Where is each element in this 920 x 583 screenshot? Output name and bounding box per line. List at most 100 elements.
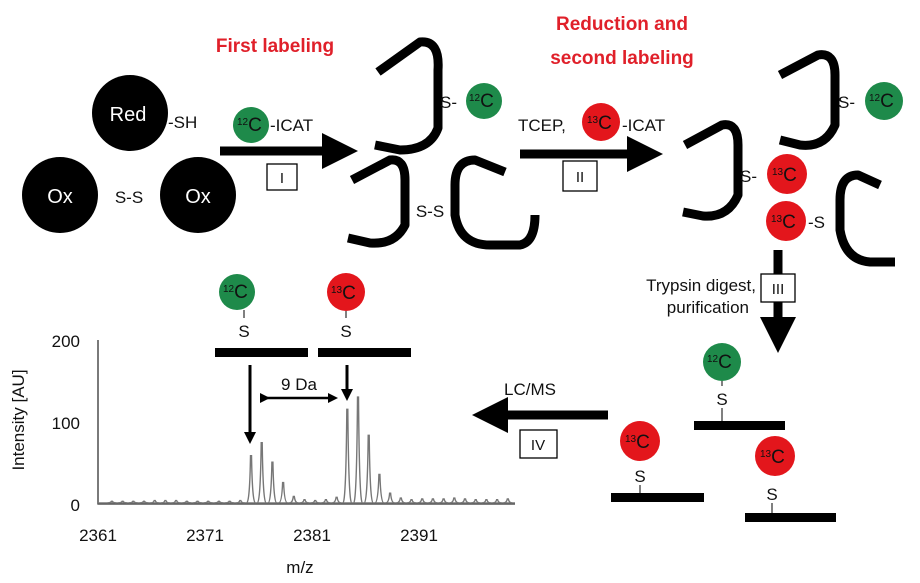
spectrum-peak	[278, 481, 288, 504]
spectrum-peak	[374, 473, 385, 504]
spectrum-peak	[503, 498, 513, 504]
svg-text:S: S	[340, 322, 351, 341]
svg-text:13C: 13C	[587, 113, 612, 134]
svg-text:S-: S-	[740, 167, 757, 186]
isotope-element: C	[248, 115, 262, 136]
disulfide-label: S-S	[115, 188, 143, 207]
spectrum-peak	[396, 497, 406, 504]
lcms-label: LC/MS	[504, 380, 556, 399]
spectrum-peak	[471, 499, 481, 504]
x-tick-label: 2391	[400, 526, 438, 545]
svg-text:-ICAT: -ICAT	[622, 116, 665, 135]
spectrum-peak	[160, 499, 170, 504]
step3-box	[760, 273, 796, 303]
svg-text:S-: S-	[838, 93, 855, 112]
reduced-protein: Red -SH	[92, 75, 197, 151]
svg-text:-S: -S	[808, 213, 825, 232]
spectrum-peak	[342, 408, 353, 504]
svg-text:13C: 13C	[772, 165, 797, 186]
x-tick-label: 2381	[293, 526, 331, 545]
y-tick-label: 100	[52, 414, 80, 433]
tcep-label: TCEP,	[518, 116, 566, 135]
spectrum-peak	[363, 434, 374, 504]
x-tick-label: 2371	[186, 526, 224, 545]
spectrum-peak	[128, 500, 138, 504]
spectrum-peak	[150, 499, 160, 504]
first-labeling-title: First labeling	[216, 36, 334, 57]
x-axis-label: m/z	[286, 558, 313, 577]
spectrum-peak	[193, 500, 202, 504]
spectrum-peak	[460, 498, 470, 504]
trypsin-label-line2: purification	[667, 298, 749, 317]
svg-text:13C: 13C	[760, 447, 785, 468]
disulfide-protein-pair: S-S	[347, 155, 540, 250]
spectrum-peak	[321, 499, 331, 504]
svg-text:13C: 13C	[771, 212, 796, 233]
svg-text:S: S	[716, 390, 727, 409]
spectrum-peak	[481, 499, 491, 504]
ox-label-right: Ox	[185, 186, 211, 208]
svg-text:13C: 13C	[625, 432, 650, 453]
spectrum-light-peptide: 12C S	[215, 274, 308, 357]
heavy-peptide-right: 13C S	[745, 436, 836, 522]
svg-text:13C: 13C	[331, 283, 356, 304]
spectrum-peak	[107, 500, 117, 504]
step2-box	[562, 160, 598, 192]
spectrum-peak	[203, 500, 213, 504]
spectrum-peak	[171, 499, 181, 504]
step1-box	[266, 163, 298, 191]
x-tick-label: 2361	[79, 526, 117, 545]
svg-text:12C: 12C	[223, 282, 248, 303]
ox-label-left: Ox	[47, 186, 73, 208]
spectrum-peak	[245, 455, 257, 504]
sh-label: -SH	[168, 113, 197, 132]
svg-text:S: S	[238, 322, 249, 341]
step4-label: IV	[531, 437, 545, 454]
heavy-peptide-left: 13C S	[611, 421, 704, 502]
oxidized-protein: Ox Ox S-S	[22, 157, 236, 233]
svg-text:12C: 12C	[869, 91, 894, 112]
y-tick-label: 200	[52, 332, 80, 351]
spectrum-peak	[214, 500, 224, 504]
spectrum-peak	[332, 496, 342, 504]
spectrum-peak	[300, 499, 309, 504]
double-labeled-protein-middle: S- 13C	[682, 120, 807, 221]
light-peptide: 12C S	[694, 343, 785, 430]
spectrum-peak	[492, 499, 502, 504]
svg-text:S-: S-	[440, 93, 457, 112]
spectrum-peak	[407, 499, 416, 504]
spectrum-heavy-peptide: 13C S	[318, 273, 411, 357]
spectrum-peak	[417, 498, 427, 504]
spectrum-peak	[310, 499, 320, 504]
icat-label: -ICAT	[270, 116, 313, 135]
spectrum-peak	[428, 498, 438, 504]
step4-box	[519, 429, 558, 459]
step2-label: II	[576, 169, 584, 186]
spectrum-peak	[225, 500, 235, 504]
labeled-protein-light: S- 12C	[374, 37, 502, 155]
step1-label: I	[280, 170, 284, 187]
spectrum-peak	[118, 500, 128, 504]
heavy-icat-reagent: 13C -ICAT	[582, 103, 665, 141]
spectrum-peak	[267, 461, 278, 504]
spectrum-peak	[256, 441, 267, 504]
svg-text:S-S: S-S	[416, 202, 444, 221]
second-labeling-title-line2: second labeling	[550, 48, 694, 69]
mass-difference-label: 9 Da	[281, 375, 317, 394]
isotope-mass: 12	[237, 117, 249, 128]
spectrum-peak	[439, 498, 449, 504]
axes	[97, 340, 515, 505]
trypsin-label-line1: Trypsin digest,	[646, 276, 756, 295]
svg-text:12C: 12C	[469, 91, 494, 112]
red-label: Red	[110, 104, 147, 126]
light-icat-reagent: 12C -ICAT	[233, 107, 313, 143]
svg-text:S: S	[766, 485, 777, 504]
second-labeling-title-line1: Reduction and	[556, 14, 688, 35]
spectrum-peak	[385, 492, 395, 504]
double-labeled-protein-top: S- 12C	[777, 50, 903, 150]
svg-text:12C: 12C	[237, 115, 262, 136]
spectrum-peak	[352, 396, 364, 504]
spectrum-peak	[235, 499, 245, 504]
svg-text:S: S	[634, 467, 645, 486]
